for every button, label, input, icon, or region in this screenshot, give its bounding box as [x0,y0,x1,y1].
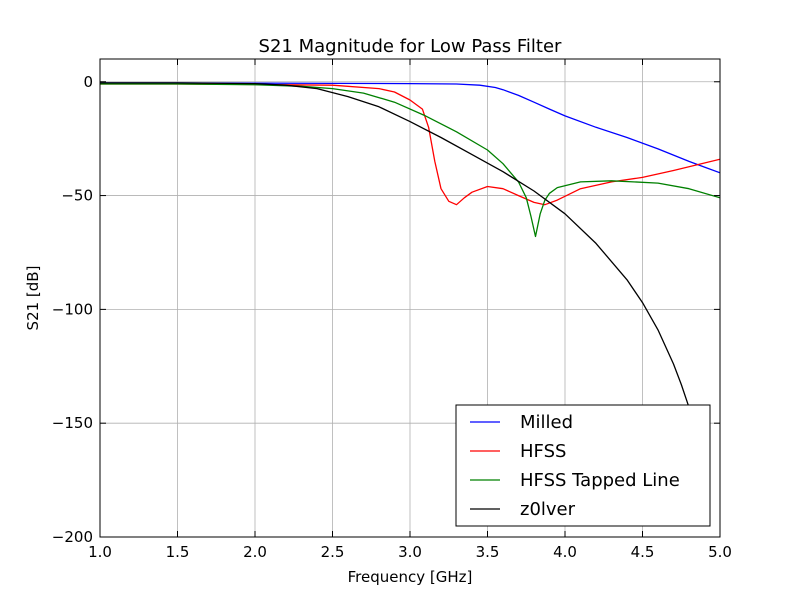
legend-label: z0lver [520,499,576,520]
series-line-hfss [100,83,720,206]
x-tick-label: 4.5 [631,543,655,561]
x-tick-label: 5.0 [708,543,732,561]
legend: Milled HFSS HFSS Tapped Line z0lver [455,404,711,527]
series-line-hfss-tapped-line [100,83,720,238]
x-tick-label: 3.0 [398,543,422,561]
x-tick-label: 3.5 [476,543,500,561]
y-tick-label: −50 [61,187,93,205]
x-tick-label: 1.0 [88,543,112,561]
x-tick-label: 2.5 [321,543,345,561]
y-tick-label: 0 [83,73,93,91]
series-line-z0lver [100,82,703,458]
legend-label: HFSS Tapped Line [520,470,680,491]
legend-box [455,404,711,527]
y-tick-label: −150 [52,414,93,432]
y-tick-label: −100 [52,300,93,318]
chart-title: S21 Magnitude for Low Pass Filter [259,36,563,57]
x-tick-label: 1.5 [166,543,190,561]
x-tick-label: 4.0 [553,543,577,561]
series-lines [100,82,720,458]
y-axis-label: S21 [dB] [24,266,42,331]
plot-frame [99,58,721,538]
x-tick-label: 2.0 [243,543,267,561]
x-axis-label: Frequency [GHz] [348,568,473,586]
series-line-milled [100,82,720,174]
legend-label: HFSS [520,441,566,462]
y-tick-label: −200 [52,528,93,546]
legend-label: Milled [520,412,573,433]
